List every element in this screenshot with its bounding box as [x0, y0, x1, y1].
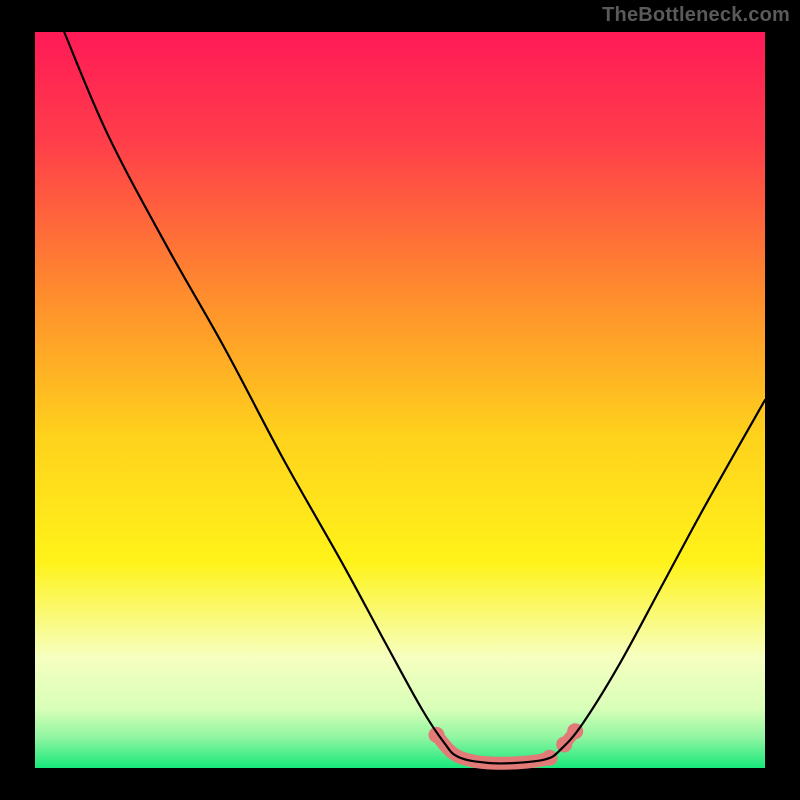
chart-stage: TheBottleneck.com	[0, 0, 800, 800]
plot-gradient	[35, 32, 765, 768]
watermark-text: TheBottleneck.com	[602, 4, 790, 27]
bottleneck-chart	[0, 0, 800, 800]
